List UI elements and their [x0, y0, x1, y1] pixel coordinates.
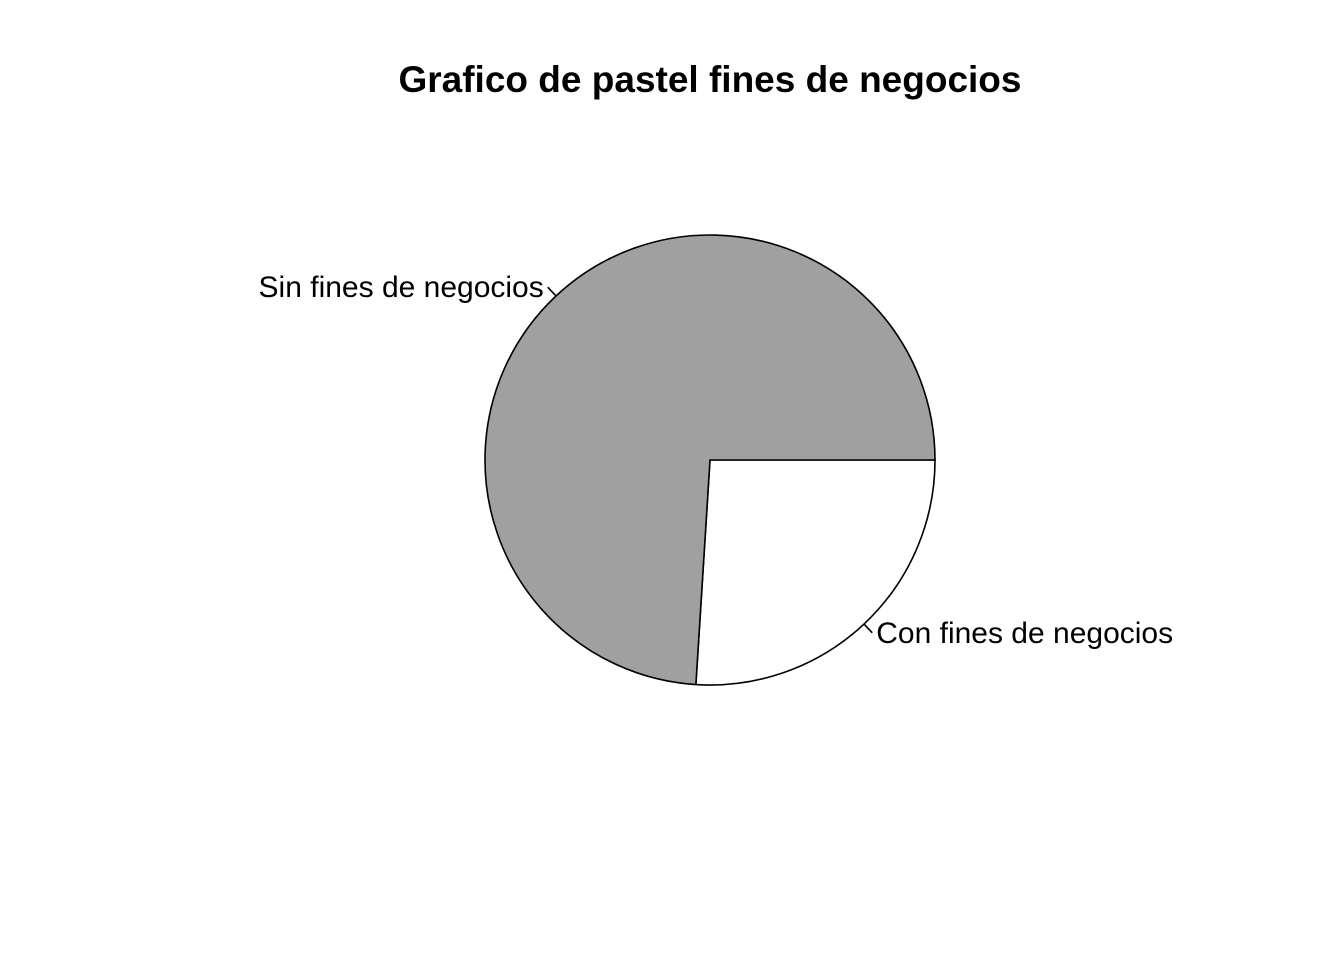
slice-label-2: Sin fines de negocios — [259, 271, 544, 304]
slice-label-1: Con fines de negocios — [876, 617, 1173, 650]
leader-line-2 — [548, 287, 556, 296]
pie-slices — [485, 235, 935, 685]
chart-title: Grafico de pastel fines de negocios — [398, 59, 1021, 100]
pie-slice-1 — [696, 460, 935, 685]
leader-line-1 — [864, 624, 872, 633]
